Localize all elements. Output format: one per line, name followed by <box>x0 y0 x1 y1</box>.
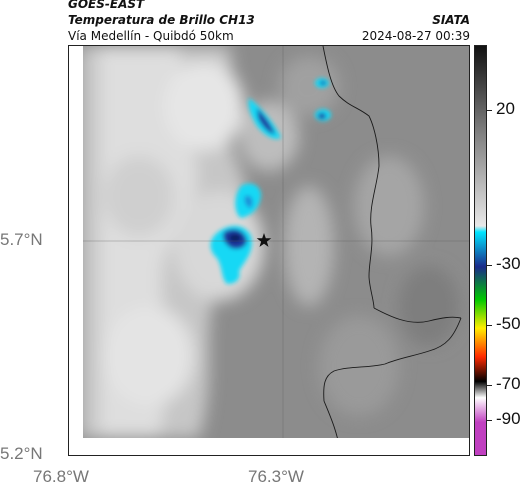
lon-label-76-8: 76.8°W <box>33 467 89 486</box>
cb-tick-70 <box>487 385 492 386</box>
cb-tick-30 <box>487 265 492 266</box>
cb-tick-20 <box>487 110 492 111</box>
satellite-title: GOES-EAST <box>68 0 145 11</box>
route-label: Vía Medellín - Quibdó 50km <box>68 29 234 43</box>
lon-label-76-3: 76.3°W <box>248 467 304 486</box>
brightness-temperature-field <box>83 46 469 438</box>
colorbar-label-minus90: -90 <box>496 409 521 428</box>
cb-tick-50 <box>487 325 492 326</box>
country-borders <box>322 46 462 438</box>
star-icon <box>256 233 272 247</box>
product-title: Temperatura de Brillo CH13 <box>68 13 255 27</box>
timestamp-label: 2024-08-27 00:39 <box>361 29 470 43</box>
colorbar-label-minus50: -50 <box>496 314 521 333</box>
map-canvas <box>83 46 469 438</box>
cold-cloud-cells <box>210 78 331 284</box>
colorbar-label-20: 20 <box>496 99 515 118</box>
lat-label-5-2: 5.2°N <box>0 444 43 463</box>
temperature-colorbar <box>474 45 487 456</box>
colorbar-label-minus30: -30 <box>496 254 521 273</box>
colorbar-label-minus70: -70 <box>496 374 521 393</box>
org-label: SIATA <box>432 13 470 27</box>
lat-label-5-7: 5.7°N <box>0 230 43 249</box>
satellite-map <box>68 45 470 456</box>
cb-tick-90 <box>487 420 492 421</box>
